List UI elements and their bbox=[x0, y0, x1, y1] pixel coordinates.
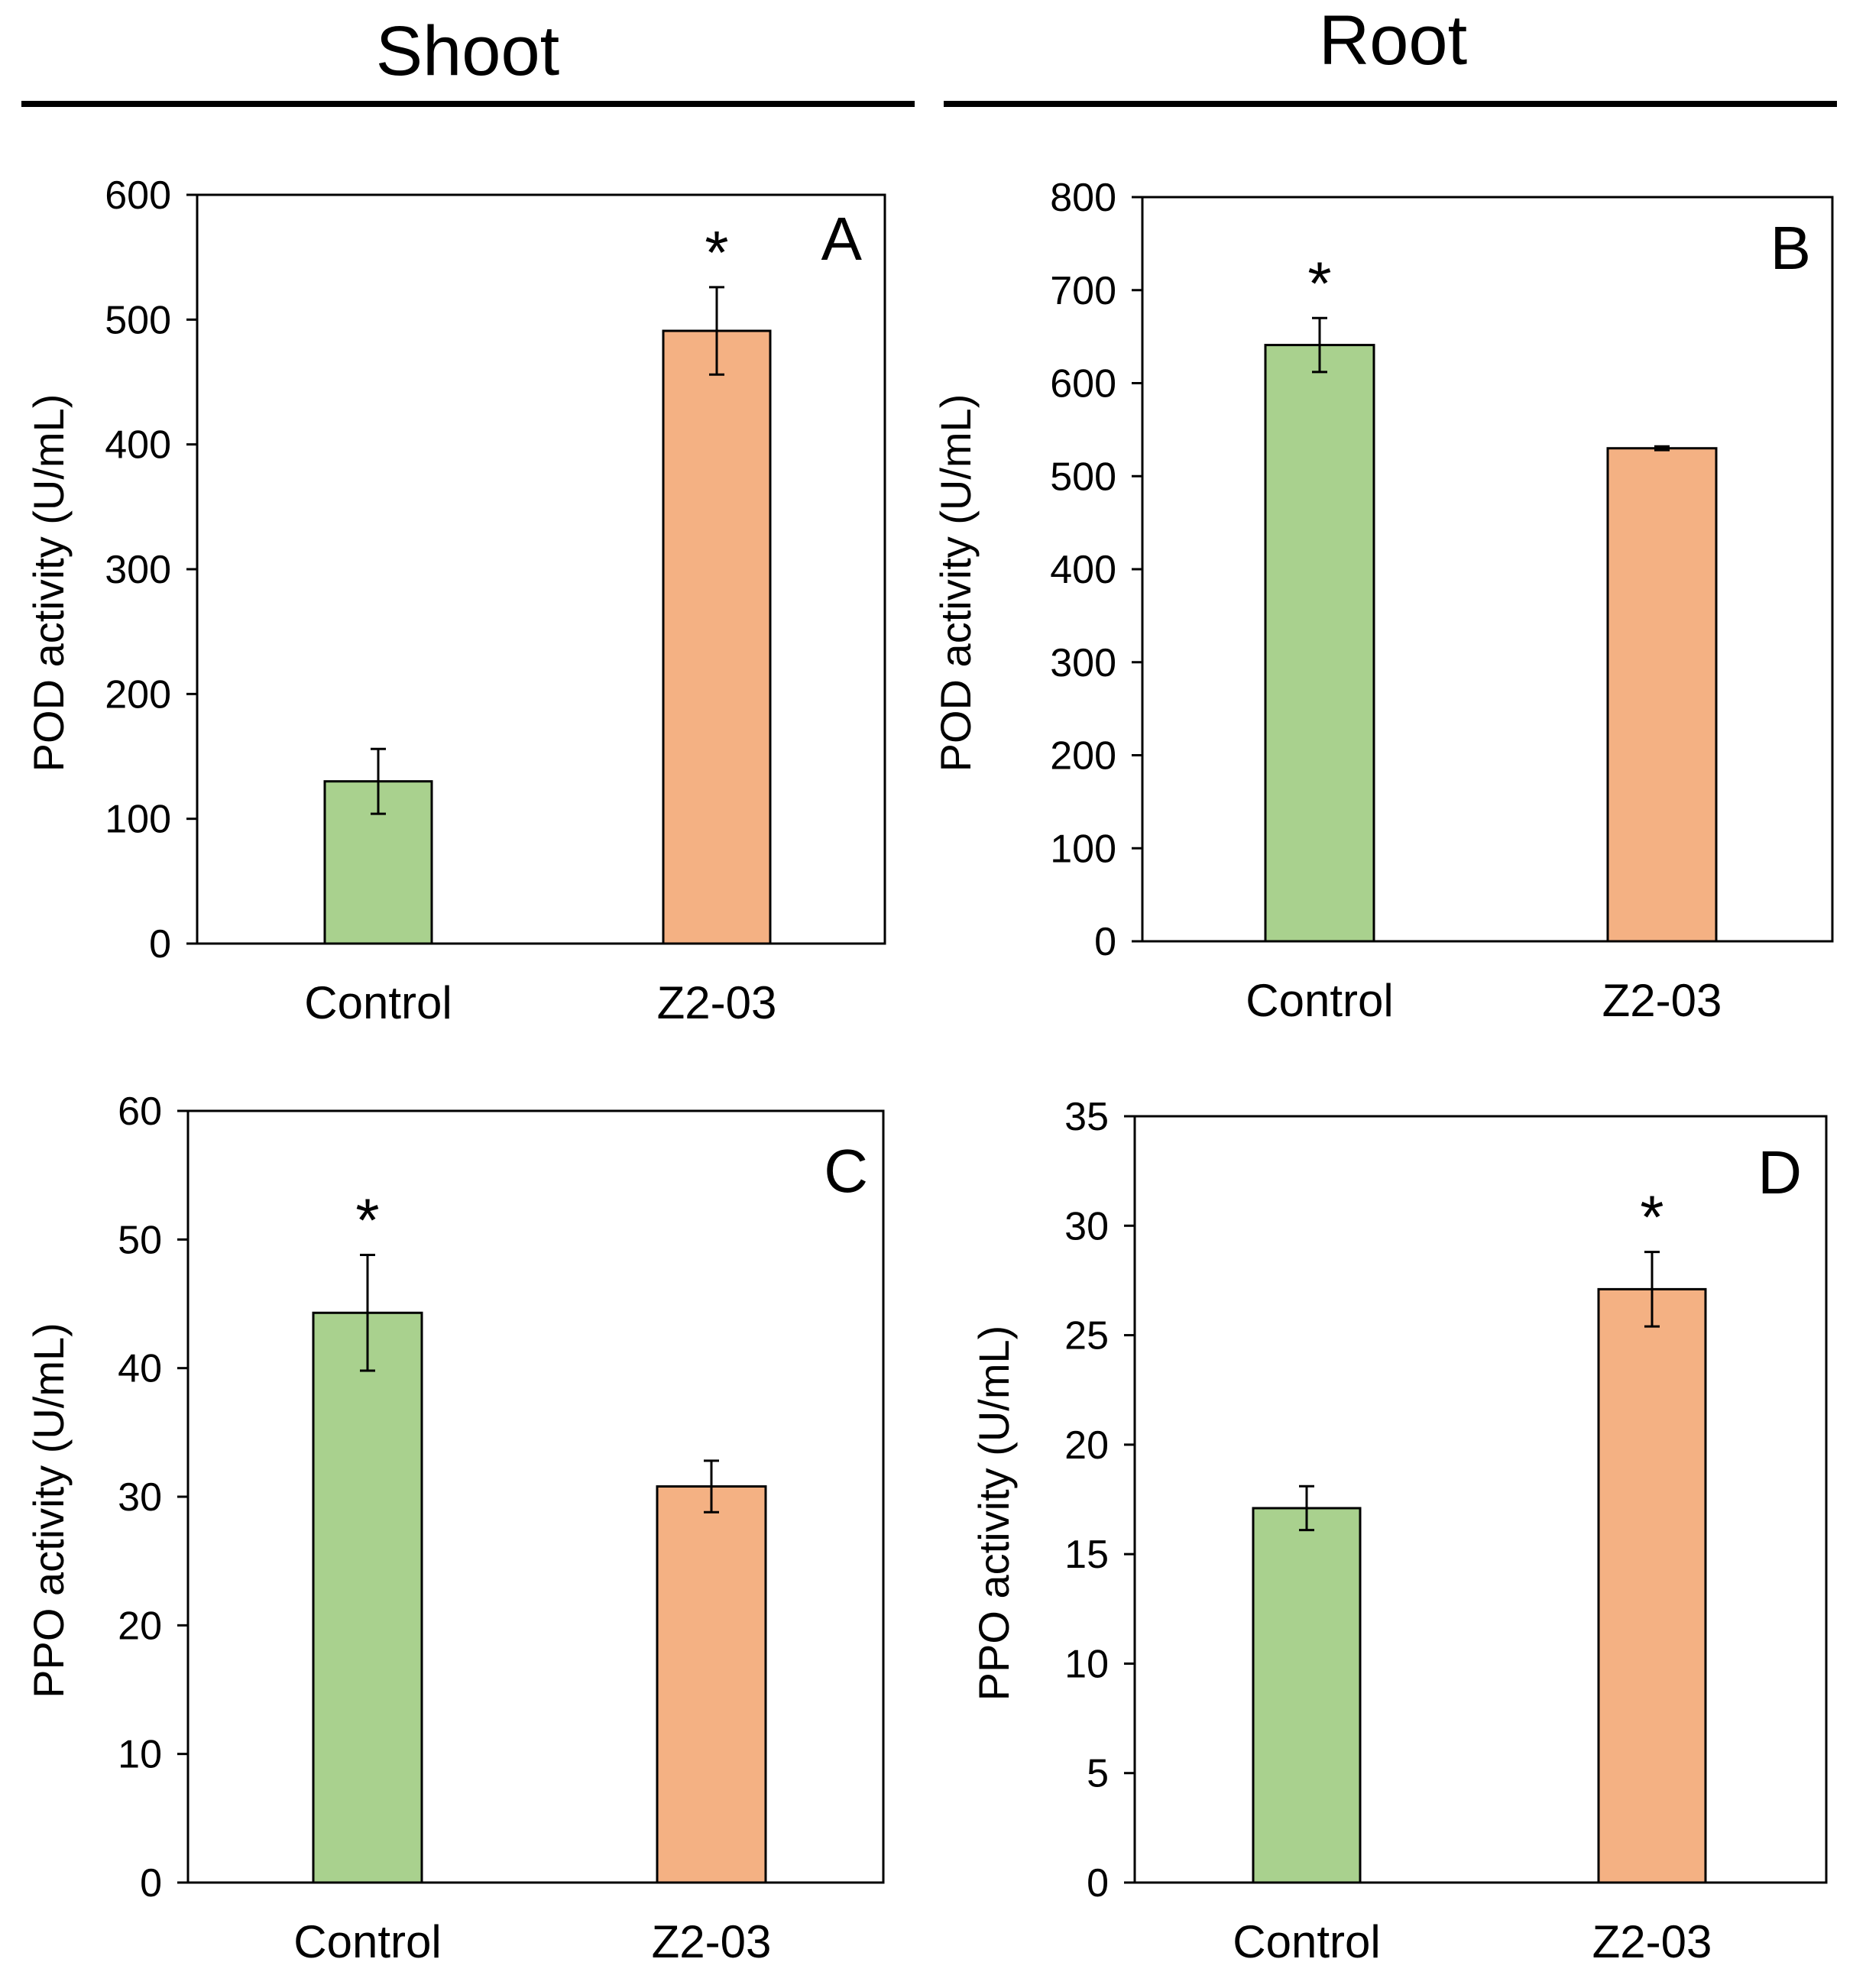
x-category-label: Control bbox=[1246, 975, 1393, 1026]
x-category-label: Z2-03 bbox=[652, 1916, 772, 1967]
y-axis-label: POD activity (U/mL) bbox=[931, 394, 980, 772]
y-tick-label: 300 bbox=[105, 548, 171, 592]
y-tick-label: 5 bbox=[1087, 1752, 1109, 1796]
bar-control bbox=[1264, 344, 1375, 943]
panel-a: 0 100 200 300 400 500 600 POD activity (U/mL) A C… bbox=[24, 173, 886, 1028]
bar-z2-03 bbox=[656, 1485, 767, 1884]
y-tick-label: 400 bbox=[105, 423, 171, 468]
y-tick-label: 0 bbox=[1087, 1861, 1109, 1905]
panel-letter: A bbox=[821, 205, 863, 273]
y-tick-label: 0 bbox=[149, 922, 171, 966]
y-tick-label: 50 bbox=[118, 1218, 162, 1262]
y-tick-label: 20 bbox=[1064, 1423, 1109, 1468]
y-tick-label: 20 bbox=[118, 1604, 162, 1648]
y-tick-label: 500 bbox=[1050, 455, 1116, 499]
bar-control bbox=[1252, 1507, 1362, 1884]
panel-letter: D bbox=[1757, 1138, 1802, 1206]
y-axis-label: PPO activity (U/mL) bbox=[24, 1323, 73, 1698]
panel-b: 0 100 200 300 400 500 600 700 800 POD activity (U… bbox=[931, 176, 1834, 1026]
x-category-label: Z2-03 bbox=[657, 977, 777, 1028]
significance-marker: * bbox=[705, 219, 728, 287]
y-tick-label: 0 bbox=[1094, 920, 1116, 964]
y-tick-label: 500 bbox=[105, 298, 171, 342]
bar-z2-03 bbox=[1606, 447, 1718, 943]
bar-control bbox=[312, 1311, 423, 1884]
y-axis-label: POD activity (U/mL) bbox=[24, 394, 73, 772]
plot-area-d bbox=[1133, 1115, 1828, 1884]
plot-area-c bbox=[186, 1109, 885, 1884]
y-tick-label: 15 bbox=[1064, 1533, 1109, 1577]
y-tick-label: 700 bbox=[1050, 269, 1116, 313]
y-tick-label: 600 bbox=[1050, 362, 1116, 406]
y-tick-label: 35 bbox=[1064, 1095, 1109, 1139]
y-tick-label: 600 bbox=[105, 173, 171, 218]
y-tick-label: 100 bbox=[1050, 827, 1116, 871]
y-tick-label: 200 bbox=[1050, 734, 1116, 779]
significance-marker: * bbox=[355, 1187, 379, 1255]
x-category-label: Z2-03 bbox=[1602, 975, 1722, 1026]
x-category-label: Control bbox=[304, 977, 452, 1028]
bar-z2-03 bbox=[662, 329, 772, 945]
y-tick-label: 200 bbox=[105, 672, 171, 717]
y-tick-label: 30 bbox=[1064, 1204, 1109, 1248]
y-axis-label: PPO activity (U/mL) bbox=[970, 1326, 1018, 1701]
significance-marker: * bbox=[1307, 249, 1331, 317]
column-title-root: Root bbox=[1319, 2, 1467, 79]
y-tick-label: 300 bbox=[1050, 641, 1116, 685]
panel-d: 0 5 10 15 20 25 30 35 PPO activity (U/mL) D Contro… bbox=[970, 1095, 1828, 1967]
y-tick-label: 10 bbox=[118, 1733, 162, 1777]
y-tick-label: 0 bbox=[140, 1861, 162, 1905]
y-tick-label: 60 bbox=[118, 1090, 162, 1134]
y-tick-label: 100 bbox=[105, 798, 171, 842]
bar-z2-03 bbox=[1597, 1287, 1707, 1884]
plot-area-b bbox=[1141, 196, 1834, 943]
x-category-label: Control bbox=[293, 1916, 441, 1967]
y-tick-label: 10 bbox=[1064, 1642, 1109, 1686]
y-tick-label: 25 bbox=[1064, 1314, 1109, 1358]
column-title-shoot: Shoot bbox=[376, 12, 559, 90]
y-tick-label: 30 bbox=[118, 1475, 162, 1520]
significance-marker: * bbox=[1640, 1183, 1663, 1251]
y-tick-label: 400 bbox=[1050, 548, 1116, 592]
panel-letter: C bbox=[824, 1137, 868, 1205]
panel-c: 0 10 20 30 40 50 60 PPO activity (U/mL) C * Contro… bbox=[24, 1090, 885, 1967]
y-tick-label: 40 bbox=[118, 1347, 162, 1391]
x-category-label: Control bbox=[1233, 1916, 1380, 1967]
y-tick-label: 800 bbox=[1050, 176, 1116, 220]
panel-letter: B bbox=[1770, 214, 1811, 282]
x-category-label: Z2-03 bbox=[1592, 1916, 1712, 1967]
plot-area-a bbox=[196, 193, 886, 945]
